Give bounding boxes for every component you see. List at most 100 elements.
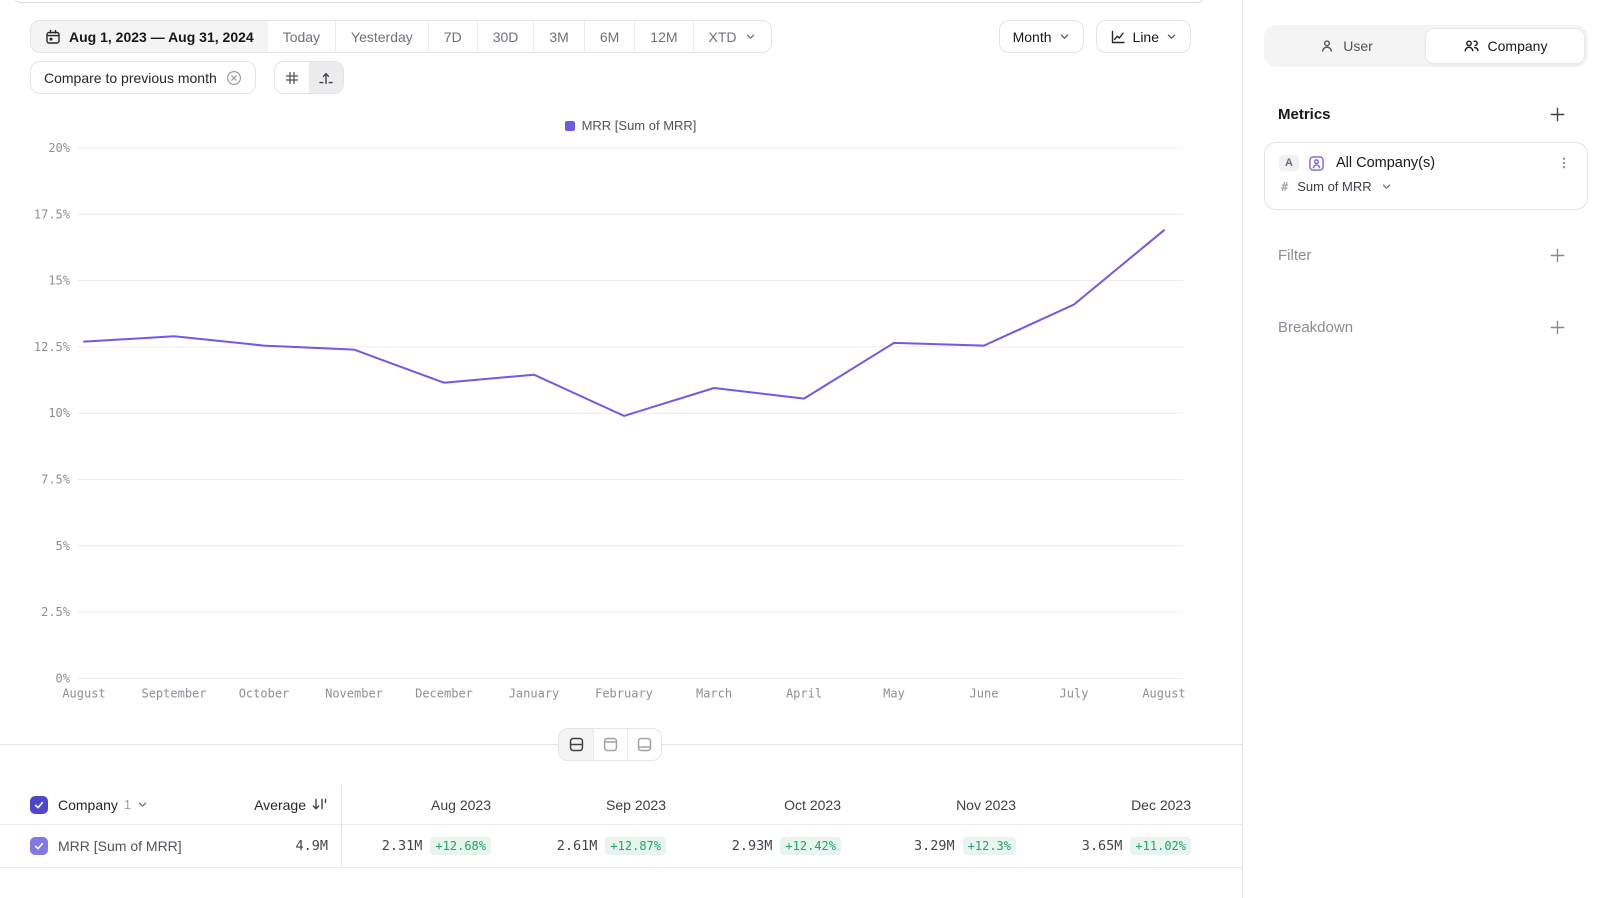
toggle-user-button[interactable]: User (1267, 28, 1425, 64)
preset-xtd-button[interactable]: XTD (692, 21, 771, 52)
granularity-label: Month (1012, 28, 1052, 45)
x-tick-label: August (1142, 686, 1185, 700)
gridlines-toggle[interactable] (274, 62, 309, 93)
breakdown-section-header: Breakdown (1278, 317, 1568, 338)
layout-chart-only-button[interactable] (593, 729, 627, 760)
mrr-line-chart[interactable]: 20%17.5%15%12.5%10%7.5%5%2.5%0%August Sep… (0, 140, 1242, 715)
preset-buttons: Today Yesterday 7D 30D 3M 6M 12M (267, 21, 693, 52)
toggle-user-label: User (1343, 38, 1373, 54)
select-all-checkbox[interactable] (30, 795, 48, 814)
x-tick-label: December (415, 686, 473, 700)
column-header: Oct 2023 (680, 785, 855, 824)
average-column-label: Average (254, 796, 306, 813)
chevron-down-icon (1381, 181, 1392, 192)
plus-icon (1549, 106, 1566, 123)
company-icon (1463, 38, 1480, 54)
preset-today-button[interactable]: Today (267, 21, 336, 52)
column-header: Aug 2023 (330, 785, 505, 824)
close-circle-icon[interactable] (226, 70, 242, 86)
line-chart-icon (1110, 29, 1126, 45)
cell-delta-badge: +12.87% (605, 837, 666, 855)
kebab-icon (1557, 156, 1571, 170)
y-tick-label: 17.5% (34, 207, 71, 221)
data-cell: 2.61M +12.87% (505, 825, 680, 867)
numeric-type-icon: # (1281, 179, 1289, 194)
sort-icon[interactable] (311, 796, 328, 813)
x-tick-label: June (970, 686, 999, 700)
column-header-label: Oct 2023 (784, 796, 841, 813)
chevron-down-icon (137, 799, 148, 810)
add-breakdown-button[interactable] (1547, 317, 1568, 338)
preset-30d-button[interactable]: 30D (476, 21, 534, 52)
preset-12m-button[interactable]: 12M (634, 21, 693, 52)
metric-name: All Company(s) (1335, 155, 1436, 171)
calendar-icon (45, 29, 61, 45)
mrr-series-line[interactable] (83, 229, 1165, 417)
legend-label: MRR [Sum of MRR] (581, 118, 697, 133)
compare-chip-label: Compare to previous month (44, 69, 217, 86)
table-header-row: Company 1 Average (0, 785, 1242, 825)
table-divider-line (341, 785, 342, 868)
chart-legend: MRR [Sum of MRR] (78, 118, 1183, 133)
x-tick-label: September (141, 686, 206, 700)
column-header-label: Nov 2023 (956, 796, 1016, 813)
data-cell: 3.29M +12.3% (855, 825, 1030, 867)
y-tick-label: 10% (48, 406, 70, 420)
data-cell: 3.65M +11.02% (1030, 825, 1205, 867)
preset-7d-button[interactable]: 7D (427, 21, 477, 52)
cell-delta-badge: +11.02% (1130, 837, 1191, 855)
sidebar: User Company Metrics (1242, 0, 1600, 898)
xtd-label: XTD (708, 28, 737, 45)
y-tick-label: 7.5% (41, 473, 71, 487)
row-average-value: 4.9M (295, 838, 328, 854)
chevron-down-icon (1166, 31, 1177, 42)
cell-value: 3.29M (914, 838, 955, 854)
x-tick-label: March (696, 686, 732, 700)
add-metric-button[interactable] (1547, 104, 1568, 125)
preset-6m-button[interactable]: 6M (583, 21, 635, 52)
row-checkbox[interactable] (30, 837, 48, 855)
layout-split-button[interactable] (559, 729, 593, 760)
preset-3m-button[interactable]: 3M (533, 21, 584, 52)
layout-top-icon (602, 736, 619, 753)
layout-table-only-button[interactable] (627, 729, 661, 760)
toolbar: Aug 1, 2023 — Aug 31, 2024 Today Yesterda… (30, 20, 1191, 53)
main-panel: Aug 1, 2023 — Aug 31, 2024 Today Yesterda… (0, 0, 1242, 868)
y-tick-label: 0% (56, 671, 71, 685)
aggregation-dropdown[interactable]: # Sum of MRR (1279, 179, 1573, 194)
metric-entity-icon (1308, 155, 1325, 172)
x-tick-label: November (325, 686, 383, 700)
preset-yesterday-button[interactable]: Yesterday (335, 21, 428, 52)
date-range-label: Aug 1, 2023 — Aug 31, 2024 (69, 28, 254, 45)
annotations-toggle[interactable] (308, 62, 343, 93)
metric-menu-button[interactable] (1555, 154, 1573, 172)
chevron-down-icon (1059, 31, 1070, 42)
granularity-button[interactable]: Month (998, 20, 1084, 53)
compare-chip[interactable]: Compare to previous month (30, 61, 256, 94)
grid-icon (284, 70, 300, 86)
date-range-button[interactable]: Aug 1, 2023 — Aug 31, 2024 (31, 21, 268, 52)
layout-bottom-icon (636, 736, 653, 753)
breakdown-title: Breakdown (1278, 319, 1354, 336)
chart-type-label: Line (1132, 28, 1159, 45)
column-header: Sep 2023 (505, 785, 680, 824)
entity-column-label: Company (58, 796, 118, 813)
legend-swatch (564, 120, 575, 131)
x-tick-label: August (62, 686, 105, 700)
y-tick-label: 2.5% (41, 605, 71, 619)
y-tick-label: 20% (48, 141, 70, 155)
metric-card[interactable]: A All Company(s) # Sum of MRR (1264, 142, 1588, 210)
entity-column-dropdown[interactable]: Company 1 (58, 797, 148, 813)
chart-type-button[interactable]: Line (1095, 20, 1191, 53)
entity-toggle: User Company (1264, 25, 1588, 67)
toggle-company-button[interactable]: Company (1425, 28, 1585, 64)
layout-toggle-group (558, 728, 662, 761)
aggregation-label: Sum of MRR (1297, 179, 1372, 194)
results-table: Company 1 Average (0, 785, 1242, 868)
date-range-group: Aug 1, 2023 — Aug 31, 2024 Today Yesterda… (30, 20, 772, 53)
add-filter-button[interactable] (1547, 245, 1568, 266)
cell-value: 2.61M (556, 838, 598, 854)
entity-count: 1 (123, 797, 132, 812)
plus-icon (1549, 247, 1566, 264)
